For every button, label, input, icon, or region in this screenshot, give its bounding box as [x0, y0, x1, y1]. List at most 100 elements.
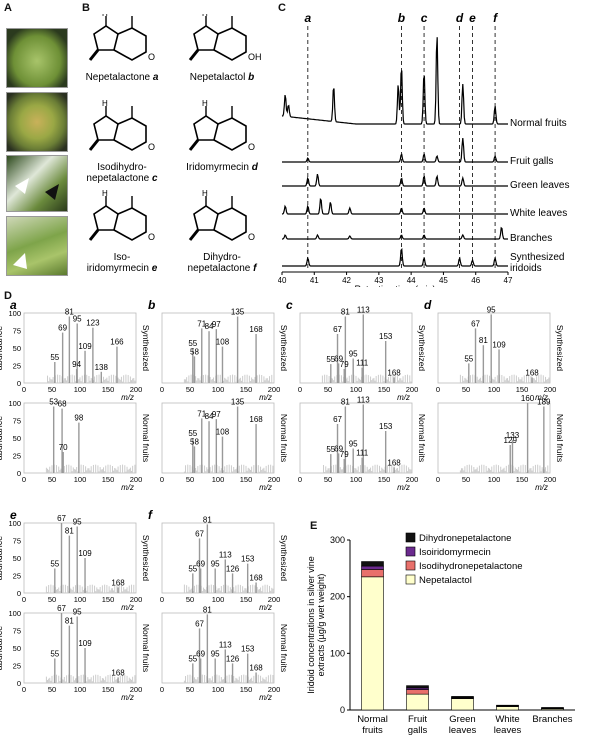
- ms-peak-label: 168: [111, 668, 125, 677]
- ring-6: [113, 27, 147, 61]
- ms-peak-label: 69: [58, 324, 67, 333]
- category-label: White: [495, 714, 519, 725]
- x-tick-label: 44: [407, 276, 416, 285]
- y-tick-label: 50: [13, 644, 21, 653]
- x-tick-label: 50: [324, 385, 332, 394]
- ms-peak-label: 55: [50, 353, 59, 362]
- ms-peak-label: 95: [211, 560, 220, 569]
- y-tick-label: 0: [17, 379, 21, 388]
- y-axis-title: abundance: [0, 626, 4, 671]
- y-tick-label: 75: [13, 537, 21, 546]
- ms-peak-label: 168: [249, 415, 263, 424]
- x-tick-label: 50: [462, 385, 470, 394]
- ms-peak-label: 189: [537, 398, 551, 407]
- ms-peak-label: 67: [333, 325, 342, 334]
- ms-peak-label: 55: [188, 429, 197, 438]
- y-tick-label: 50: [13, 434, 21, 443]
- ms-peak-label: 168: [387, 458, 401, 467]
- ms-peak-label: 97: [212, 410, 221, 419]
- ms-peak-label: 166: [110, 338, 124, 347]
- x-tick-label: 200: [268, 475, 281, 484]
- oxygen-label: O: [148, 52, 155, 62]
- legend-label: Dihydronepetalactone: [419, 533, 511, 544]
- y-tick-label: 25: [13, 662, 21, 671]
- structure-b: H OH Nepetalactol b: [188, 14, 262, 83]
- methyl-wedge: [88, 229, 100, 241]
- structure-name: Isodihydro-: [97, 162, 146, 173]
- x-tick-label: 150: [378, 475, 391, 484]
- photo-normal-fruit: [6, 28, 68, 88]
- ms-peak-label: 71: [197, 319, 206, 328]
- category-label: leaves: [494, 725, 522, 736]
- ms-peak-label: 55: [188, 654, 197, 663]
- ms-peak-label: 153: [379, 422, 393, 431]
- spectrum-source-label: Normal fruits: [141, 624, 151, 672]
- ms-peak-label: 113: [219, 550, 232, 559]
- x-tick-label: 200: [130, 385, 143, 394]
- ms-peak-label: 84: [205, 322, 214, 331]
- structure-name: nepetalactone c: [86, 173, 158, 184]
- y-tick-label: 75: [13, 627, 21, 636]
- trace-label: Branches: [510, 233, 552, 244]
- x-tick-label: 150: [102, 385, 115, 394]
- trace-line: [281, 197, 508, 215]
- x-tick-label: 100: [488, 475, 501, 484]
- x-tick-label: 150: [240, 595, 253, 604]
- arrow-icon: [13, 253, 27, 269]
- ms-peak-label: 111: [356, 449, 369, 458]
- ms-peak-label: 109: [78, 342, 92, 351]
- ms-peak-label: 69: [334, 354, 343, 363]
- x-axis-title: Retention time (min): [354, 284, 435, 287]
- ms-peak-label: 81: [203, 515, 212, 524]
- bar-segment: [451, 696, 474, 698]
- ms-peak-label: 67: [471, 319, 480, 328]
- ms-peak-label: 79: [340, 450, 349, 459]
- x-tick-label: 150: [516, 475, 529, 484]
- x-tick-label: 100: [212, 685, 225, 694]
- ms-peak-label: 67: [195, 619, 204, 628]
- ms-peak-label: 81: [341, 308, 350, 317]
- ms-peak-label: 81: [65, 308, 74, 317]
- bar-segment: [451, 698, 474, 711]
- x-tick-label: 100: [74, 385, 87, 394]
- ms-peak-label: 113: [357, 305, 370, 314]
- x-tick-label: 200: [268, 685, 281, 694]
- x-tick-label: 200: [544, 475, 557, 484]
- x-axis-title: m/z: [121, 483, 134, 492]
- ms-peak-label: 95: [73, 518, 82, 527]
- trace-label: Synthesized: [510, 252, 564, 263]
- ring-5: [93, 25, 119, 51]
- x-axis-title: m/z: [121, 603, 134, 612]
- ms-peak-label: 55: [326, 355, 335, 364]
- category-label: Normal: [357, 714, 388, 725]
- trace-line: [282, 137, 508, 163]
- structure-name: Iso-: [114, 252, 131, 263]
- y-tick-label: 75: [13, 417, 21, 426]
- ms-peak-label: 55: [188, 339, 197, 348]
- ms-peak-label: 67: [333, 415, 342, 424]
- ms-peak-label: 168: [387, 368, 401, 377]
- ms-peak-label: 153: [241, 645, 255, 654]
- x-tick-label: 200: [544, 385, 557, 394]
- x-tick-label: 43: [374, 276, 383, 285]
- y-tick-label: 300: [330, 535, 345, 545]
- ms-peak-label: 79: [340, 360, 349, 369]
- oxygen-label: O: [248, 142, 255, 152]
- y-tick-label: 200: [330, 592, 345, 602]
- x-axis-title: m/z: [259, 603, 272, 612]
- ms-peak-label: 113: [219, 640, 232, 649]
- category-label: fruits: [362, 725, 383, 736]
- chemical-structures: HONepetalactone aHOHNepetalactol bHOIsod…: [86, 14, 262, 274]
- ms-peak-label: 70: [59, 443, 68, 452]
- trace-label: Green leaves: [510, 180, 569, 191]
- structure-a: H O Nepetalactone a: [86, 14, 159, 83]
- y-axis-title: abundance: [0, 416, 4, 461]
- methyl-wedge: [188, 49, 200, 61]
- x-tick-label: 45: [439, 276, 448, 285]
- trace-label: iridoids: [510, 263, 542, 274]
- x-tick-label: 50: [324, 475, 332, 484]
